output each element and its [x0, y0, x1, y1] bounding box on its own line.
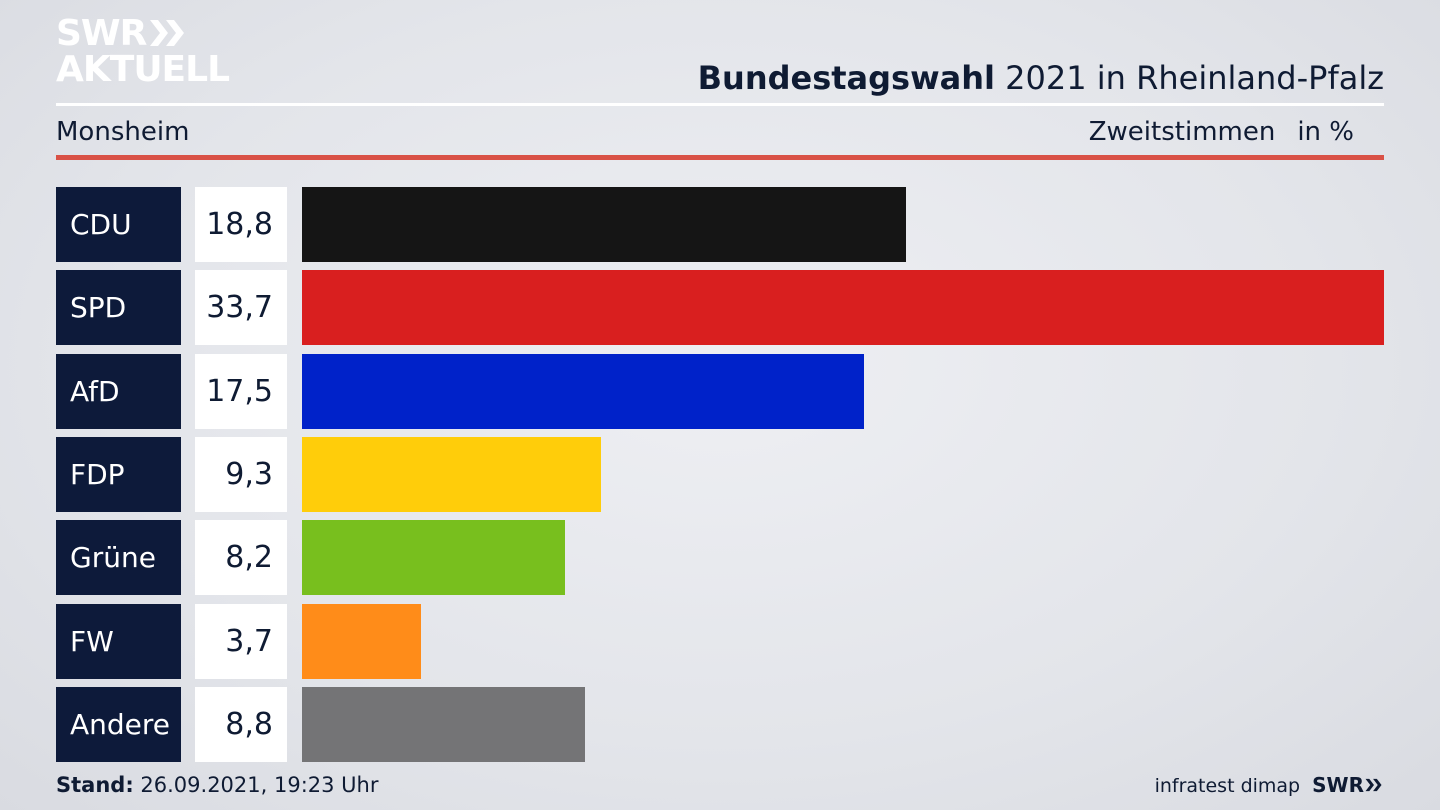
title-rest: 2021 in Rheinland-Pfalz — [995, 59, 1384, 97]
bar-row-grüne: Grüne 8,2 — [56, 520, 1384, 595]
party-label: SPD — [56, 270, 181, 345]
party-label: CDU — [56, 187, 181, 262]
value-label: 33,7 — [195, 270, 287, 345]
source-credit: infratest dimap SWR — [1155, 770, 1384, 801]
logo-text-swr: SWR — [56, 13, 147, 54]
bar-row-fw: FW 3,7 — [56, 604, 1384, 679]
value-label: 3,7 — [195, 604, 287, 679]
accent-divider — [56, 155, 1384, 160]
bar-andere — [302, 687, 585, 762]
value-label: 9,3 — [195, 437, 287, 512]
timestamp: Stand: 26.09.2021, 19:23 Uhr — [56, 770, 379, 800]
municipality-name: Monsheim — [56, 117, 190, 147]
swr-brand-footer: SWR — [1312, 773, 1384, 797]
logo-text-aktuell: AKTUELL — [56, 49, 230, 90]
bar-spd — [302, 270, 1384, 345]
bar-afd — [302, 354, 864, 429]
bar-grüne — [302, 520, 565, 595]
party-label: FDP — [56, 437, 181, 512]
title-bold: Bundestagswahl — [697, 59, 995, 97]
source-label: infratest dimap — [1154, 775, 1301, 797]
timestamp-label: Stand: — [56, 773, 134, 797]
double-chevron-right-icon — [150, 20, 185, 46]
page-title: Bundestagswahl 2021 in Rheinland-Pfalz — [698, 58, 1384, 98]
party-label: AfD — [56, 354, 181, 429]
timestamp-value: 26.09.2021, 19:23 Uhr — [133, 773, 379, 797]
measure-label: Zweitstimmen — [1088, 117, 1276, 147]
bar-cdu — [302, 187, 906, 262]
party-label: Andere — [56, 687, 181, 762]
brand-text: SWR — [1312, 773, 1364, 797]
unit-label: in % — [1297, 117, 1354, 147]
value-label: 17,5 — [195, 354, 287, 429]
bar-fdp — [302, 437, 601, 512]
swr-aktuell-logo: SWR AKTUELL — [56, 16, 236, 90]
party-label: Grüne — [56, 520, 181, 595]
value-label: 8,2 — [195, 520, 287, 595]
header-divider — [56, 103, 1384, 106]
bar-row-andere: Andere 8,8 — [56, 687, 1384, 762]
bar-row-fdp: FDP 9,3 — [56, 437, 1384, 512]
party-label: FW — [56, 604, 181, 679]
bar-row-cdu: CDU 18,8 — [56, 187, 1384, 262]
double-chevron-right-icon — [1365, 778, 1382, 792]
measure-label-group: Zweitstimmen in % — [1089, 114, 1354, 150]
value-label: 18,8 — [195, 187, 287, 262]
bar-fw — [302, 604, 421, 679]
bar-row-afd: AfD 17,5 — [56, 354, 1384, 429]
value-label: 8,8 — [195, 687, 287, 762]
bar-row-spd: SPD 33,7 — [56, 270, 1384, 345]
bar-chart: CDU 18,8 SPD 33,7 AfD 17,5 FDP 9,3 Grüne 8,2 FW 3,7… — [56, 187, 1384, 762]
